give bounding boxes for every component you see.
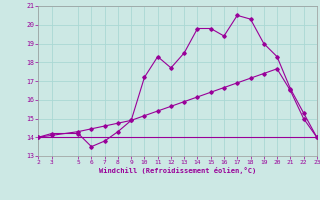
X-axis label: Windchill (Refroidissement éolien,°C): Windchill (Refroidissement éolien,°C): [99, 167, 256, 174]
